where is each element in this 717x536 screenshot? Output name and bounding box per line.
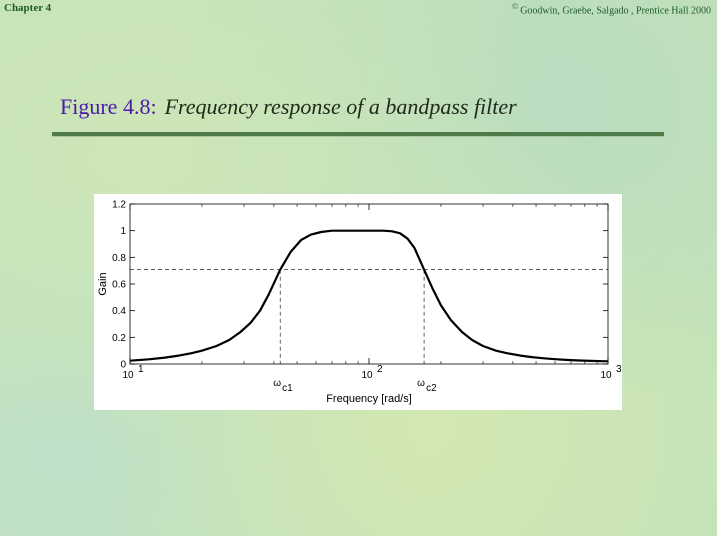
- x-tick-exponent: 3: [616, 364, 622, 375]
- x-axis-label: Frequency [rad/s]: [326, 393, 412, 405]
- figure-caption: Frequency response of a bandpass filter: [164, 94, 517, 119]
- copyright-text: Goodwin, Graebe, Salgado , Prentice Hall…: [520, 5, 711, 17]
- plot-frame: [129, 203, 609, 365]
- chart-panel: 0 0.2 0.4 0.6 0.8 1 1.2 10 1 10 2 10 3 ω c1 ω c2 Frequenc…: [94, 194, 622, 410]
- copyright-notice: © Goodwin, Graebe, Salgado , Prentice Hal…: [512, 2, 711, 16]
- cutoff-symbol-c2: ω: [417, 378, 425, 389]
- x-tick-exponent: 2: [377, 364, 383, 375]
- x-tick-label: 10: [600, 370, 612, 381]
- cutoff-subscript-c2: c2: [426, 383, 437, 394]
- copyright-symbol: ©: [512, 2, 519, 11]
- y-tick-label: 0.4: [112, 306, 126, 317]
- gain-curve: [129, 229, 609, 363]
- x-tick-label: 10: [361, 370, 373, 381]
- chapter-label: Chapter 4: [4, 2, 52, 14]
- x-tick-label: 10: [122, 370, 134, 381]
- y-tick-label: 0.8: [112, 253, 126, 264]
- cutoff-symbol-c1: ω: [273, 378, 281, 389]
- y-tick-label: 0.2: [112, 333, 126, 344]
- y-tick-label: 0: [120, 360, 126, 371]
- y-tick-label: 1.2: [112, 200, 126, 211]
- y-axis-label: Gain: [97, 272, 109, 295]
- y-tick-label: 1: [120, 226, 126, 237]
- figure-label: Figure 4.8:: [60, 94, 157, 119]
- cutoff-subscript-c1: c1: [282, 383, 293, 394]
- title-divider: [52, 132, 664, 137]
- figure-title: Figure 4.8: Frequency response of a bandp…: [60, 94, 517, 120]
- y-tick-label: 0.6: [112, 280, 126, 291]
- x-tick-exponent: 1: [138, 364, 144, 375]
